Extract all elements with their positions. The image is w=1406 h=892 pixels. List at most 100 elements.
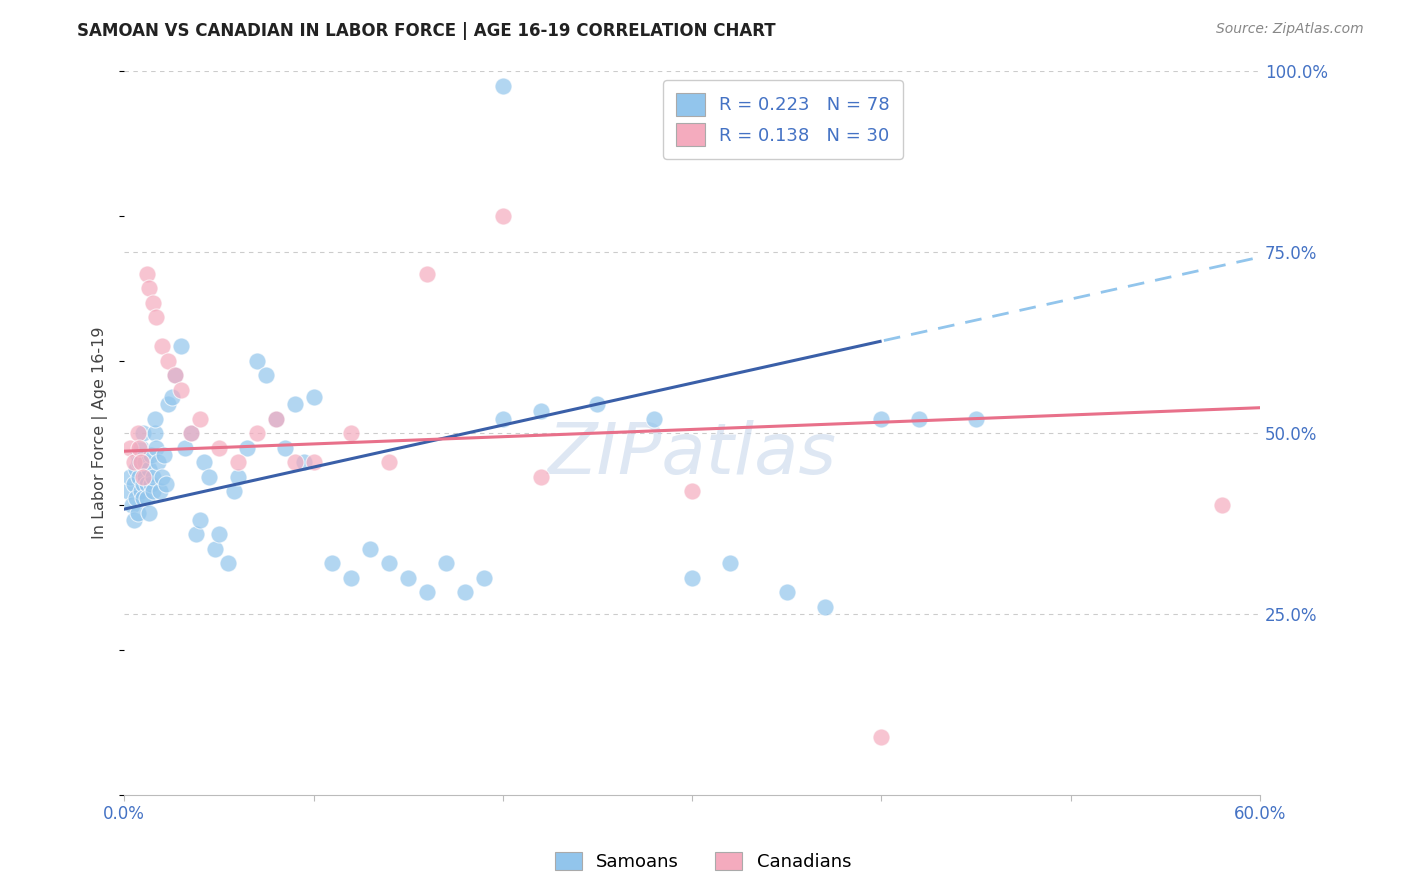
- Point: [718, 557, 741, 571]
- Point: [148, 455, 170, 469]
- Point: [128, 441, 150, 455]
- Point: [236, 441, 259, 455]
- Point: [359, 541, 381, 556]
- Point: [143, 411, 166, 425]
- Point: [492, 411, 515, 425]
- Point: [186, 527, 208, 541]
- Point: [302, 390, 325, 404]
- Point: [586, 397, 609, 411]
- Point: [132, 476, 155, 491]
- Point: [153, 448, 176, 462]
- Point: [208, 441, 231, 455]
- Point: [870, 411, 893, 425]
- Point: [149, 483, 172, 498]
- Point: [530, 404, 553, 418]
- Point: [170, 383, 193, 397]
- Point: [813, 599, 835, 614]
- Point: [139, 448, 162, 462]
- Point: [138, 281, 160, 295]
- Text: Source: ZipAtlas.com: Source: ZipAtlas.com: [1216, 22, 1364, 37]
- Point: [150, 469, 173, 483]
- Point: [124, 462, 146, 476]
- Point: [340, 425, 363, 440]
- Point: [121, 499, 143, 513]
- Point: [138, 506, 160, 520]
- Point: [138, 462, 160, 476]
- Point: [776, 585, 799, 599]
- Point: [136, 267, 159, 281]
- Point: [284, 455, 307, 469]
- Point: [145, 441, 167, 455]
- Point: [321, 557, 343, 571]
- Text: SAMOAN VS CANADIAN IN LABOR FORCE | AGE 16-19 CORRELATION CHART: SAMOAN VS CANADIAN IN LABOR FORCE | AGE …: [77, 22, 776, 40]
- Legend: Samoans, Canadians: Samoans, Canadians: [547, 845, 859, 879]
- Point: [142, 469, 165, 483]
- Point: [193, 455, 215, 469]
- Point: [127, 506, 149, 520]
- Point: [396, 571, 419, 585]
- Point: [143, 425, 166, 440]
- Point: [170, 339, 193, 353]
- Point: [142, 483, 165, 498]
- Point: [117, 483, 139, 498]
- Point: [150, 339, 173, 353]
- Point: [132, 425, 155, 440]
- Point: [127, 448, 149, 462]
- Point: [180, 425, 202, 440]
- Point: [226, 455, 249, 469]
- Point: [131, 455, 153, 469]
- Point: [136, 476, 159, 491]
- Point: [908, 411, 931, 425]
- Point: [155, 476, 177, 491]
- Point: [378, 557, 401, 571]
- Point: [292, 455, 315, 469]
- Point: [472, 571, 495, 585]
- Y-axis label: In Labor Force | Age 16-19: In Labor Force | Age 16-19: [93, 326, 108, 540]
- Point: [246, 425, 269, 440]
- Point: [264, 411, 287, 425]
- Point: [142, 295, 165, 310]
- Point: [340, 571, 363, 585]
- Point: [131, 483, 153, 498]
- Point: [302, 455, 325, 469]
- Point: [128, 455, 150, 469]
- Point: [134, 469, 156, 483]
- Point: [416, 267, 439, 281]
- Point: [965, 411, 987, 425]
- Point: [122, 455, 145, 469]
- Point: [145, 310, 167, 325]
- Point: [188, 411, 211, 425]
- Point: [165, 368, 187, 383]
- Point: [492, 78, 515, 93]
- Point: [492, 209, 515, 223]
- Point: [226, 469, 249, 483]
- Point: [870, 730, 893, 744]
- Point: [246, 353, 269, 368]
- Point: [122, 513, 145, 527]
- Point: [160, 390, 183, 404]
- Point: [198, 469, 221, 483]
- Point: [208, 527, 231, 541]
- Point: [254, 368, 277, 383]
- Point: [156, 353, 179, 368]
- Point: [264, 411, 287, 425]
- Point: [180, 425, 202, 440]
- Point: [416, 585, 439, 599]
- Point: [165, 368, 187, 383]
- Point: [434, 557, 457, 571]
- Point: [131, 441, 153, 455]
- Point: [284, 397, 307, 411]
- Point: [188, 513, 211, 527]
- Point: [530, 469, 553, 483]
- Text: ZIPatlas: ZIPatlas: [547, 420, 837, 490]
- Point: [217, 557, 239, 571]
- Point: [222, 483, 245, 498]
- Point: [204, 541, 226, 556]
- Point: [454, 585, 477, 599]
- Point: [1211, 499, 1233, 513]
- Point: [643, 411, 665, 425]
- Point: [681, 483, 703, 498]
- Point: [134, 455, 156, 469]
- Point: [132, 469, 155, 483]
- Point: [274, 441, 297, 455]
